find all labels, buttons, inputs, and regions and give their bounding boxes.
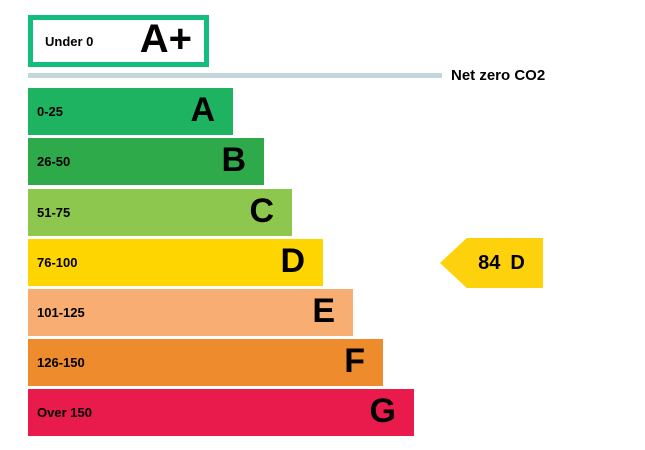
band-letter: A [190, 91, 215, 129]
band-range-label: 101-125 [37, 305, 85, 320]
band-letter: B [221, 141, 246, 179]
band-d: 76-100 D [28, 239, 323, 286]
band-a-plus: Under 0 A+ [28, 15, 209, 67]
band-f: 126-150 F [28, 339, 383, 386]
band-range-label: 0-25 [37, 104, 64, 119]
current-rating-value: 84 [478, 251, 501, 274]
band-e: 101-125 E [28, 289, 353, 336]
band-range-label: 26-50 [37, 154, 71, 169]
band-letter: A+ [139, 17, 192, 61]
band-range-label: 76-100 [37, 255, 78, 270]
band-letter: F [344, 342, 365, 380]
band-letter: E [312, 292, 335, 330]
current-rating-marker: 84 D [440, 238, 543, 288]
net-zero-label: Net zero CO2 [451, 67, 546, 84]
net-zero-line [28, 73, 442, 78]
band-g: Over 150 G [28, 389, 414, 436]
band-range-label: 51-75 [37, 205, 71, 220]
band-range-label: 126-150 [37, 355, 85, 370]
band-range-label: Over 150 [37, 405, 92, 420]
band-b: 26-50 B [28, 138, 264, 185]
band-range-label: Under 0 [45, 33, 94, 49]
band-c: 51-75 C [28, 189, 292, 236]
band-letter: D [280, 242, 305, 280]
band-letter: C [249, 192, 274, 230]
current-rating-band: D [510, 251, 525, 274]
band-letter: G [369, 392, 396, 430]
band-a: 0-25 A [28, 88, 233, 135]
